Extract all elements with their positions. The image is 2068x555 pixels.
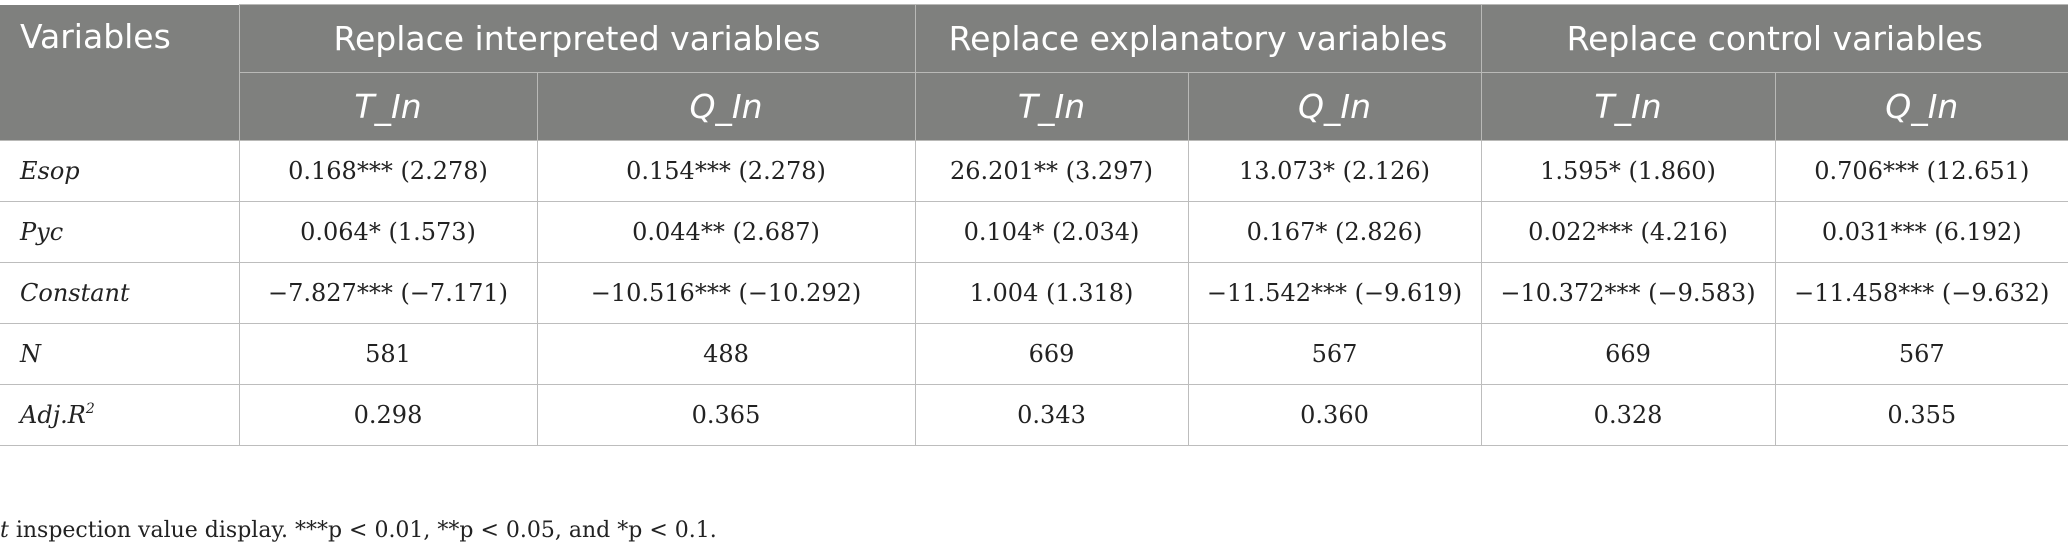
table-cell: 0.064* (1.573) bbox=[238, 201, 538, 263]
table-cell: 0.167* (2.826) bbox=[1187, 201, 1482, 263]
table-cell: 0.706*** (12.651) bbox=[1774, 140, 2068, 202]
subheader-t-in-2: T_In bbox=[914, 72, 1189, 141]
table-row-esop: Esop 0.168*** (2.278) 0.154*** (2.278) 2… bbox=[0, 140, 2068, 202]
row-label: Pyc bbox=[0, 201, 240, 263]
table-row-constant: Constant −7.827*** (−7.171) −10.516*** (… bbox=[0, 262, 2068, 324]
table-row-pyc: Pyc 0.064* (1.573) 0.044** (2.687) 0.104… bbox=[0, 201, 2068, 263]
row-label: N bbox=[0, 323, 240, 385]
footnote-text: inspection value display. ***p < 0.01, *… bbox=[8, 518, 717, 543]
table-cell: 0.104* (2.034) bbox=[914, 201, 1189, 263]
table-cell: 0.022*** (4.216) bbox=[1480, 201, 1776, 263]
table-row-adj-r2: Adj.R2 0.298 0.365 0.343 0.360 0.328 0.3… bbox=[0, 384, 2068, 446]
group-header-interpreted: Replace interpreted variables bbox=[238, 4, 916, 73]
table-cell: 567 bbox=[1774, 323, 2068, 385]
table-row-n: N 581 488 669 567 669 567 bbox=[0, 323, 2068, 385]
table-cell: −7.827*** (−7.171) bbox=[238, 262, 538, 324]
row-label: Adj.R2 bbox=[0, 384, 240, 446]
robustness-table: Variables Replace interpreted variables … bbox=[0, 4, 2068, 446]
row-label: Esop bbox=[0, 140, 240, 202]
table-cell: −11.458*** (−9.632) bbox=[1774, 262, 2068, 324]
table-cell: 1.595* (1.860) bbox=[1480, 140, 1776, 202]
table-cell: 0.365 bbox=[536, 384, 916, 446]
subheader-t-in-3: T_In bbox=[1480, 72, 1776, 141]
row-label-text: Adj.R bbox=[20, 401, 86, 429]
table-cell: 13.073* (2.126) bbox=[1187, 140, 1482, 202]
table-cell: 0.168*** (2.278) bbox=[238, 140, 538, 202]
table-cell: 0.298 bbox=[238, 384, 538, 446]
group-header-explanatory: Replace explanatory variables bbox=[914, 4, 1482, 73]
subheader-q-in-2: Q_In bbox=[1187, 72, 1482, 141]
footnote-t-letter: t bbox=[0, 518, 9, 543]
table-cell: 488 bbox=[536, 323, 916, 385]
table-cell: 567 bbox=[1187, 323, 1482, 385]
regression-table-container: Variables Replace interpreted variables … bbox=[0, 4, 2068, 446]
superscript-2: 2 bbox=[85, 401, 95, 417]
table-footnote: t inspection value display. ***p < 0.01,… bbox=[0, 518, 717, 543]
table-cell: 0.154*** (2.278) bbox=[536, 140, 916, 202]
table-cell: −10.372*** (−9.583) bbox=[1480, 262, 1776, 324]
subheader-q-in-3: Q_In bbox=[1774, 72, 2068, 141]
table-cell: 0.328 bbox=[1480, 384, 1776, 446]
table-cell: 26.201** (3.297) bbox=[914, 140, 1189, 202]
table-cell: 0.044** (2.687) bbox=[536, 201, 916, 263]
subheader-t-in-1: T_In bbox=[238, 72, 538, 141]
table-cell: 1.004 (1.318) bbox=[914, 262, 1189, 324]
subheader-q-in-1: Q_In bbox=[536, 72, 916, 141]
table-cell: 0.360 bbox=[1187, 384, 1482, 446]
group-header-control: Replace control variables bbox=[1480, 4, 2068, 73]
row-label: Constant bbox=[0, 262, 240, 324]
table-cell: −10.516*** (−10.292) bbox=[536, 262, 916, 324]
variables-header: Variables bbox=[0, 4, 240, 141]
table-cell: 0.343 bbox=[914, 384, 1189, 446]
table-cell: 581 bbox=[238, 323, 538, 385]
table-cell: −11.542*** (−9.619) bbox=[1187, 262, 1482, 324]
table-cell: 669 bbox=[1480, 323, 1776, 385]
table-cell: 669 bbox=[914, 323, 1189, 385]
table-cell: 0.031*** (6.192) bbox=[1774, 201, 2068, 263]
table-cell: 0.355 bbox=[1774, 384, 2068, 446]
